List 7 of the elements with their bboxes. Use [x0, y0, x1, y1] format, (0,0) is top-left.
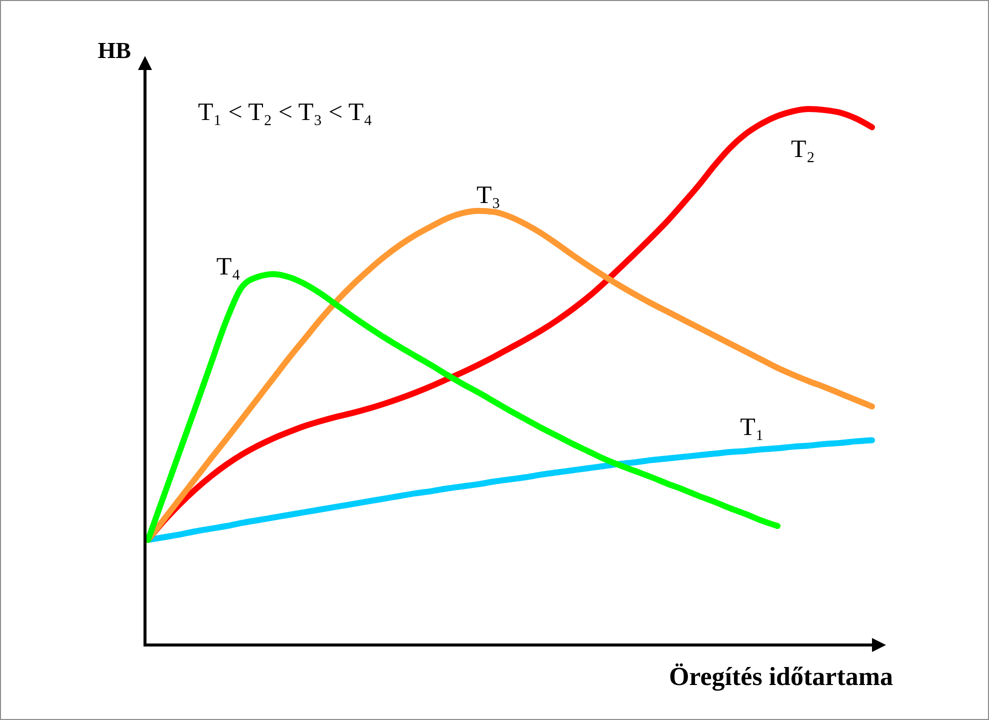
y-axis-title: HB [98, 38, 131, 63]
series-label: T₄ [216, 253, 240, 280]
x-axis-title: Öregítés időtartama [668, 662, 894, 691]
annotation: T₁ < T₂ < T₃ < T₄ [198, 99, 372, 126]
series-label: T₃ [476, 182, 501, 209]
series-label: T₁ [740, 414, 764, 441]
series-label: T₂ [791, 136, 816, 163]
